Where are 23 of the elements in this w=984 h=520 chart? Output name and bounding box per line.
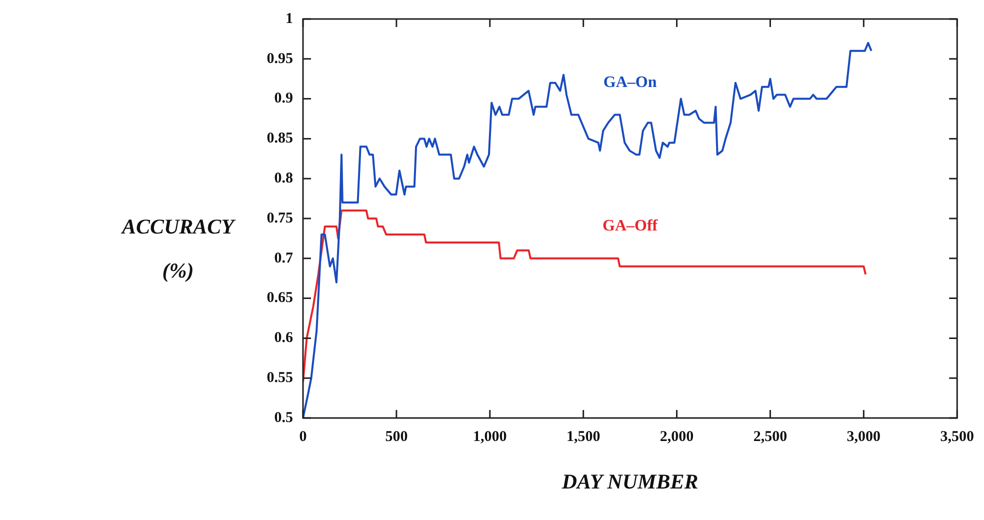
x-tick-label: 3,500 xyxy=(940,428,974,445)
y-tick-label: 0.8 xyxy=(274,170,293,186)
x-tick-label: 0 xyxy=(299,428,307,445)
x-tick-label: 2,000 xyxy=(660,428,694,445)
x-tick-label: 500 xyxy=(385,428,408,445)
y-tick-label: 0.75 xyxy=(266,210,293,226)
x-tick-label: 1,500 xyxy=(566,428,600,445)
x-axis-title: DAY NUMBER xyxy=(560,469,698,494)
y-tick-label: 0.7 xyxy=(274,250,294,266)
series-label: GA–On xyxy=(603,74,657,91)
y-tick-label: 1 xyxy=(286,10,293,27)
y-tick-label: 0.95 xyxy=(266,50,293,67)
series-label: GA–Off xyxy=(602,218,658,235)
x-tick-label: 1,000 xyxy=(473,428,507,445)
x-tick-label: 3,000 xyxy=(846,428,881,445)
y-tick-label: 0.6 xyxy=(274,330,294,346)
y-tick-label: 0.65 xyxy=(266,290,293,306)
y-tick-label: 0.5 xyxy=(274,410,293,426)
x-tick-label: 2,500 xyxy=(753,428,788,445)
y-tick-label: 0.85 xyxy=(266,130,293,147)
y-tick-label: 0.9 xyxy=(274,90,293,107)
y-tick-label: 0.55 xyxy=(266,370,293,386)
y-axis-title: ACCURACY (%) xyxy=(120,214,236,282)
